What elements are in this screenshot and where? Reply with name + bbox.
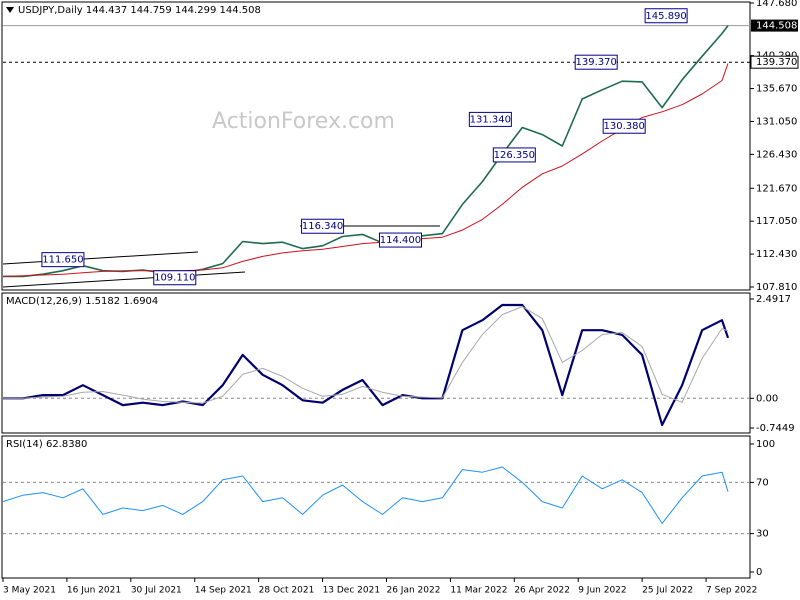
y-tick-label: 117.050	[756, 216, 797, 227]
y-tick-label: 100	[756, 439, 775, 450]
annotation-box	[602, 118, 646, 134]
annotation-box	[378, 232, 422, 248]
y-tick-label: 2.4917	[756, 294, 791, 305]
macd-panel	[1, 292, 751, 434]
x-tick-label: 11 Mar 2022	[450, 586, 507, 596]
x-tick-label: 3 May 2021	[3, 586, 56, 596]
current-price-label: 144.508	[756, 21, 797, 32]
annotation-label: 139.370	[576, 57, 617, 68]
annotation-label: 131.340	[470, 114, 511, 125]
rsi-panel	[1, 435, 751, 579]
y-tick-label: 107.810	[756, 282, 797, 293]
current-price-box	[751, 19, 798, 32]
x-tick-label: 16 Jun 2021	[67, 586, 121, 596]
chart-title: USDJPY,Daily 144.437 144.759 144.299 144…	[18, 5, 261, 16]
annotation-box	[41, 252, 85, 268]
annotation-box	[301, 218, 345, 234]
annotation-label: 114.400	[380, 235, 421, 246]
annotation-label: 116.340	[302, 221, 343, 232]
annotation-label: 126.350	[494, 150, 535, 161]
trend-line	[2, 251, 199, 265]
x-tick-label: 7 Sep 2022	[706, 586, 757, 596]
annotation-label: 109.110	[154, 273, 195, 284]
y-tick-label: 0	[756, 567, 762, 578]
watermark: ActionForex.com	[212, 109, 395, 134]
series-line	[3, 303, 730, 427]
rsi-title: RSI(14) 62.8380	[6, 439, 87, 450]
menu-icon	[6, 7, 14, 13]
y-tick-label: -0.7449	[756, 423, 795, 434]
annotation-box	[492, 147, 536, 163]
hline-label-box	[750, 55, 799, 69]
x-tick-label: 14 Sep 2021	[195, 586, 252, 596]
annotation-box	[574, 54, 618, 70]
y-tick-label: 126.430	[756, 149, 797, 160]
y-tick-label: 30	[756, 529, 769, 540]
x-tick-label: 26 Jan 2022	[386, 586, 440, 596]
annotation-box	[644, 8, 688, 24]
annotation-label: 130.380	[603, 121, 644, 132]
y-tick-label: 70	[756, 477, 769, 488]
y-tick-label: 131.050	[756, 116, 797, 127]
series-line	[2, 466, 729, 524]
x-tick-label: 25 Jul 2022	[642, 586, 693, 596]
y-tick-label: 121.670	[756, 183, 797, 194]
y-tick-label: 112.430	[756, 249, 797, 260]
y-tick-label: 0.00	[756, 393, 778, 404]
hline-label: 139.370	[756, 57, 797, 68]
y-tick-label: 135.670	[756, 84, 797, 95]
y-tick-label: 147.680	[756, 0, 797, 9]
x-tick-label: 30 Jul 2021	[131, 586, 182, 596]
annotation-box	[153, 270, 197, 286]
price-panel	[1, 1, 751, 291]
trend-line	[2, 271, 246, 288]
annotation-box	[468, 111, 512, 127]
x-tick-label: 28 Oct 2021	[259, 586, 315, 596]
x-tick-label: 13 Dec 2021	[323, 586, 381, 596]
series-line	[3, 306, 729, 404]
annotation-label: 111.650	[42, 255, 83, 266]
macd-title: MACD(12,26,9) 1.5182 1.6904	[6, 296, 158, 307]
annotation-label: 145.890	[645, 11, 686, 22]
x-tick-label: 9 Jun 2022	[578, 586, 626, 596]
x-tick-label: 26 Apr 2022	[514, 586, 570, 596]
